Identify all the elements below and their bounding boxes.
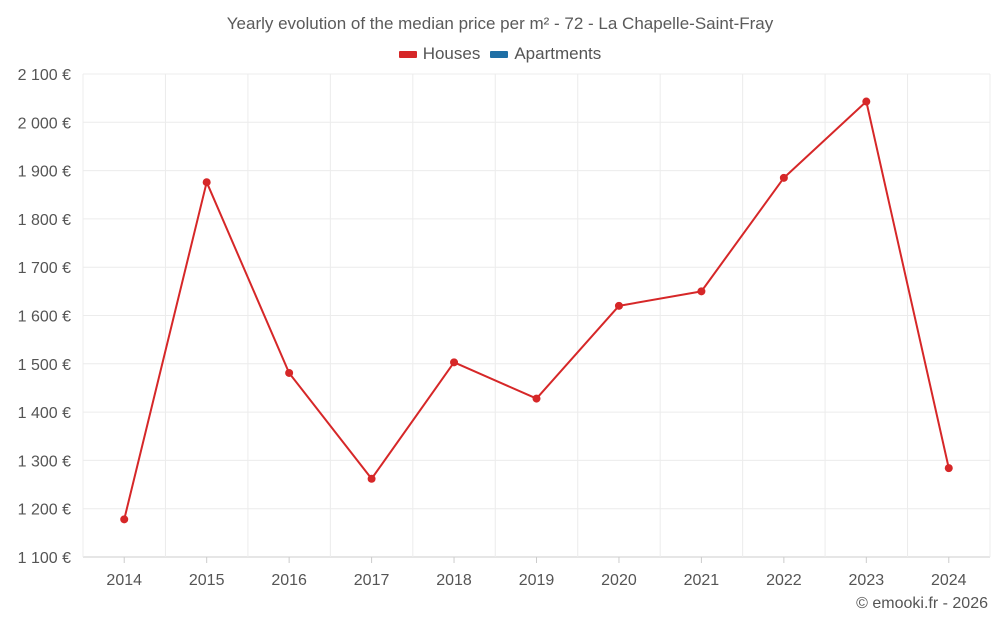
x-tick-label: 2020 xyxy=(601,572,637,589)
legend-item-apartments[interactable]: Apartments xyxy=(490,44,601,64)
data-point-houses[interactable] xyxy=(202,178,211,187)
legend: Houses Apartments xyxy=(0,44,1000,64)
y-tick-label: 1 300 € xyxy=(18,453,71,470)
y-tick-label: 1 600 € xyxy=(18,309,71,326)
legend-item-houses[interactable]: Houses xyxy=(398,44,481,64)
data-point-houses[interactable] xyxy=(614,301,623,310)
x-tick-label: 2021 xyxy=(684,572,720,589)
y-tick-label: 1 500 € xyxy=(18,357,71,374)
legend-swatch-apartments xyxy=(490,50,509,58)
x-tick-label: 2024 xyxy=(931,572,967,589)
data-point-houses[interactable] xyxy=(944,464,953,473)
x-tick-label: 2022 xyxy=(766,572,802,589)
y-tick-label: 1 700 € xyxy=(18,260,71,277)
data-point-houses[interactable] xyxy=(450,358,459,367)
x-tick-label: 2015 xyxy=(189,572,225,589)
y-tick-label: 1 100 € xyxy=(18,550,71,567)
y-tick-label: 1 800 € xyxy=(18,212,71,229)
data-point-houses[interactable] xyxy=(779,173,788,182)
legend-label-apartments: Apartments xyxy=(514,44,602,63)
data-point-houses[interactable] xyxy=(532,394,541,403)
x-tick-label: 2019 xyxy=(519,572,555,589)
x-tick-label: 2023 xyxy=(849,572,885,589)
data-point-houses[interactable] xyxy=(862,97,871,106)
y-tick-label: 1 900 € xyxy=(18,164,71,181)
y-tick-label: 1 400 € xyxy=(18,405,71,422)
copyright: © emooki.fr - 2026 xyxy=(856,595,988,612)
x-tick-label: 2014 xyxy=(106,572,142,589)
y-tick-label: 2 000 € xyxy=(18,115,71,132)
data-point-houses[interactable] xyxy=(697,287,706,296)
chart-title: Yearly evolution of the median price per… xyxy=(226,14,774,33)
x-tick-label: 2016 xyxy=(271,572,307,589)
x-tick-label: 2018 xyxy=(436,572,472,589)
legend-label-houses: Houses xyxy=(422,44,481,63)
y-tick-label: 2 100 € xyxy=(18,67,71,84)
legend-swatch-houses xyxy=(398,50,417,58)
data-point-houses[interactable] xyxy=(120,515,129,524)
data-point-houses[interactable] xyxy=(367,474,376,483)
y-tick-label: 1 200 € xyxy=(18,502,71,519)
data-point-houses[interactable] xyxy=(285,368,294,377)
x-tick-label: 2017 xyxy=(354,572,390,589)
